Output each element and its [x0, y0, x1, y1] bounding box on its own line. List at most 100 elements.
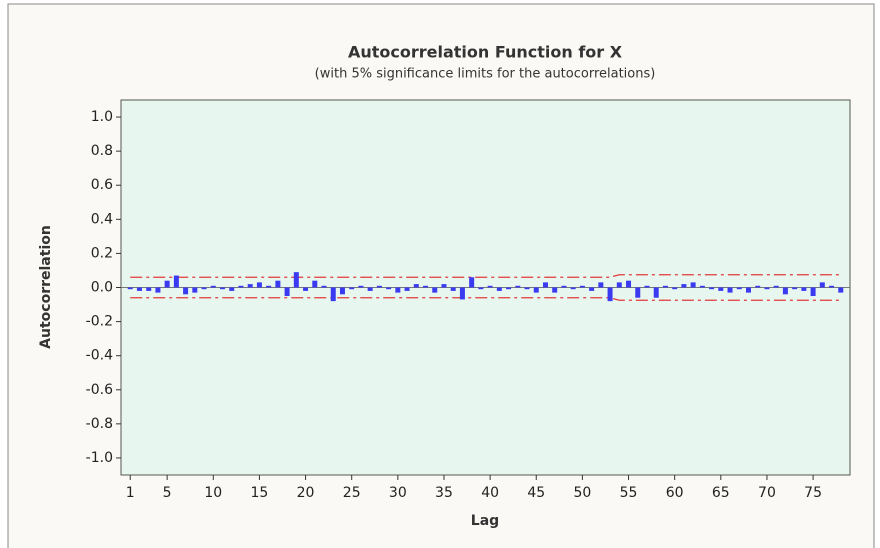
bar — [202, 288, 207, 290]
bar — [257, 282, 262, 287]
bar — [534, 288, 539, 293]
bar — [460, 288, 465, 300]
y-tick-label: 0.0 — [91, 280, 113, 296]
x-tick-label: 45 — [527, 485, 545, 501]
bar — [146, 288, 151, 291]
bar — [801, 288, 806, 291]
bar — [672, 288, 677, 290]
bar — [238, 286, 243, 288]
bar — [285, 288, 290, 297]
bar — [405, 288, 410, 291]
bar — [183, 288, 188, 295]
x-tick-label: 60 — [666, 485, 684, 501]
bar — [811, 288, 816, 297]
y-axis-label: Autocorrelation — [38, 225, 54, 349]
bar — [128, 288, 133, 290]
bar — [608, 288, 613, 302]
bar — [312, 281, 317, 288]
y-tick-label: 0.4 — [91, 211, 113, 227]
x-tick-label: 50 — [573, 485, 591, 501]
bar — [395, 288, 400, 293]
bar — [349, 288, 354, 290]
bar — [635, 288, 640, 298]
bar — [322, 286, 327, 288]
x-tick-label: 20 — [297, 485, 315, 501]
bar — [792, 288, 797, 290]
bar — [275, 281, 280, 288]
bar — [626, 281, 631, 288]
bar — [718, 288, 723, 291]
bar — [377, 286, 382, 288]
bar — [783, 288, 788, 295]
y-tick-label: 0.2 — [91, 245, 113, 261]
y-tick-label: -0.8 — [86, 416, 113, 432]
x-tick-label: 15 — [251, 485, 269, 501]
bar — [266, 286, 271, 288]
bar — [728, 288, 733, 293]
bar — [691, 282, 696, 287]
bar — [820, 282, 825, 287]
bar — [644, 286, 649, 288]
x-tick-label: 35 — [435, 485, 453, 501]
bar — [580, 286, 585, 288]
chart-subtitle: (with 5% significance limits for the aut… — [315, 67, 656, 82]
bar — [838, 288, 843, 293]
bar — [746, 288, 751, 293]
bar — [340, 288, 345, 295]
bar — [414, 284, 419, 287]
bar — [174, 276, 179, 288]
bar — [248, 284, 253, 287]
bar — [543, 282, 548, 287]
bar — [192, 288, 197, 293]
bar — [331, 288, 336, 302]
bar — [525, 288, 530, 290]
x-tick-label: 65 — [712, 485, 730, 501]
bar — [358, 286, 363, 288]
x-tick-label: 5 — [163, 485, 172, 501]
y-tick-label: -0.4 — [86, 348, 113, 364]
x-tick-label: 40 — [481, 485, 499, 501]
y-tick-label: 0.6 — [91, 177, 113, 193]
bar — [617, 282, 622, 287]
x-axis-label: Lag — [471, 513, 499, 529]
bar — [368, 288, 373, 291]
bar — [229, 288, 234, 291]
bar — [589, 288, 594, 291]
x-tick-label: 1 — [126, 485, 135, 501]
bar — [681, 284, 686, 287]
chart-title: Autocorrelation Function for X — [348, 43, 623, 62]
bar — [515, 286, 520, 288]
bar — [386, 288, 391, 290]
bar — [700, 286, 705, 288]
y-tick-label: 0.8 — [91, 143, 113, 159]
bar — [755, 286, 760, 288]
y-tick-label: -0.6 — [86, 382, 113, 398]
y-tick-label: 1.0 — [91, 109, 113, 125]
y-tick-label: -0.2 — [86, 314, 113, 330]
bar — [155, 288, 160, 293]
bar — [211, 286, 216, 288]
bar — [561, 286, 566, 288]
bar — [423, 286, 428, 288]
bar — [478, 288, 483, 290]
x-tick-label: 30 — [389, 485, 407, 501]
bar — [303, 288, 308, 291]
bar — [469, 277, 474, 287]
bar — [497, 288, 502, 291]
bar — [294, 272, 299, 287]
x-tick-label: 70 — [758, 485, 776, 501]
y-tick-label: -1.0 — [86, 450, 113, 466]
x-tick-label: 75 — [804, 485, 822, 501]
bar — [441, 284, 446, 287]
bar — [506, 288, 511, 290]
bar — [488, 286, 493, 288]
bar — [737, 288, 742, 290]
bar — [451, 288, 456, 291]
bar — [137, 288, 142, 291]
bar — [654, 288, 659, 298]
bar — [598, 282, 603, 287]
x-tick-label: 10 — [204, 485, 222, 501]
bar — [165, 281, 170, 288]
bar — [774, 286, 779, 288]
x-tick-label: 55 — [620, 485, 638, 501]
